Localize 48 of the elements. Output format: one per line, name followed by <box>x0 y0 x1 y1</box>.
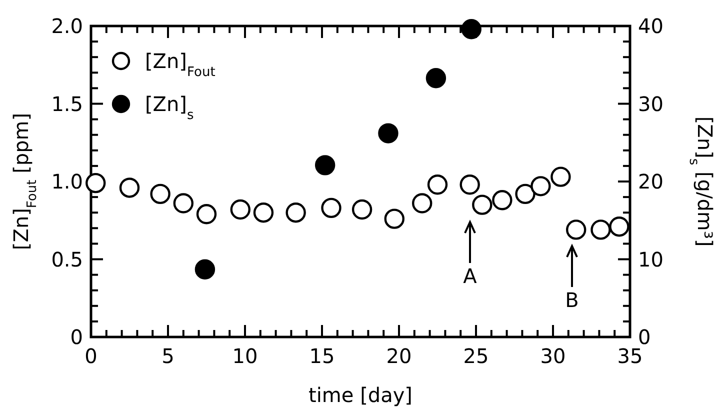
y2-tick-label: 20 <box>638 170 664 194</box>
x-tick-label: 25 <box>463 344 489 368</box>
x-tick-label: 30 <box>540 344 566 368</box>
x-tick-label: 0 <box>84 344 98 368</box>
point <box>196 204 217 224</box>
point <box>492 190 512 210</box>
annotation: B <box>565 288 579 312</box>
y2-tick-label: 40 <box>638 14 664 38</box>
point <box>384 208 404 229</box>
legend-label: [Zn]$_{s}$ <box>145 92 194 122</box>
point <box>461 19 482 40</box>
point <box>230 199 250 220</box>
point <box>412 193 432 214</box>
point <box>119 178 140 198</box>
point <box>314 155 336 176</box>
point <box>550 166 571 187</box>
point <box>427 174 448 195</box>
y2-tick-label: 30 <box>638 92 664 116</box>
x-axis-title: time [day] <box>308 383 412 407</box>
point <box>321 198 342 218</box>
legend-label: [Zn]$_{Fout}$ <box>145 49 216 80</box>
y-tick-label: 0 <box>70 325 83 349</box>
point <box>472 194 492 215</box>
point <box>253 202 274 223</box>
x-tick-label: 15 <box>309 344 335 368</box>
y2-tick-label: 10 <box>638 247 664 272</box>
point <box>590 220 611 240</box>
point <box>378 123 398 144</box>
y-tick-label: 2.0 <box>51 14 83 38</box>
point <box>609 216 630 237</box>
point <box>150 184 170 204</box>
point <box>173 193 194 214</box>
x-tick-label: 20 <box>386 344 412 368</box>
y-tick-label: 1.5 <box>51 92 83 116</box>
x-tick-label: 10 <box>232 344 258 368</box>
annotation: A <box>463 264 478 288</box>
point <box>426 68 446 88</box>
point <box>460 174 480 195</box>
point <box>530 176 551 196</box>
y-tick-label: 1.0 <box>51 170 83 194</box>
y-tick-label: 0.5 <box>51 247 83 272</box>
point <box>515 184 536 204</box>
point <box>352 199 372 220</box>
point <box>286 202 306 223</box>
x-tick-label: 5 <box>162 344 174 368</box>
point <box>566 220 586 240</box>
point <box>194 259 216 280</box>
point <box>86 172 106 194</box>
